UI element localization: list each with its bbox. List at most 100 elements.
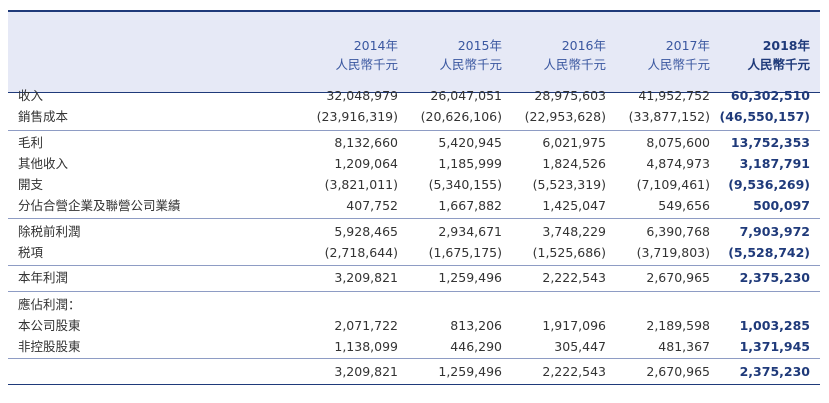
- column-unit: 人民幣千元: [747, 57, 810, 72]
- row-label: 非控股股東: [18, 339, 81, 354]
- cell-value: (20,626,106): [420, 109, 502, 124]
- cell-value: 2,670,965: [646, 364, 710, 379]
- table-row: 其他收入 1,209,064 1,185,999 1,824,526 4,874,973…: [8, 153, 820, 174]
- row-divider: [8, 130, 820, 131]
- cell-value: 5,420,945: [438, 135, 502, 150]
- cell-value: (23,916,319): [316, 109, 398, 124]
- cell-value: 1,209,064: [334, 156, 398, 171]
- table-row: 銷售成本 (23,916,319) (20,626,106) (22,953,628)…: [8, 106, 820, 127]
- table-row: 分佔合營企業及聯營公司業績 407,752 1,667,882 1,425,047 54…: [8, 195, 820, 216]
- cell-value: (5,528,742): [728, 245, 810, 260]
- table-row: 收入 32,048,979 26,047,051 28,975,603 41,952,7…: [8, 85, 820, 106]
- cell-value: 549,656: [658, 198, 710, 213]
- table-row: 非控股股東 1,138,099 446,290 305,447 481,367 1,371…: [8, 336, 820, 357]
- column-year: 2016年: [561, 38, 606, 53]
- row-label: 開支: [18, 177, 44, 192]
- column-year: 2014年: [353, 38, 398, 53]
- column-header-2015: 2015年 人民幣千元: [398, 36, 502, 74]
- row-divider: [8, 384, 820, 385]
- financial-summary-table: 2014年 人民幣千元 2015年 人民幣千元 2016年 人民幣千元 2017…: [8, 10, 820, 388]
- cell-value: 1,185,999: [438, 156, 502, 171]
- row-label: 收入: [18, 88, 44, 103]
- cell-value: 2,222,543: [542, 364, 606, 379]
- row-label: 分佔合營企業及聯營公司業績: [18, 198, 181, 213]
- header-rule: [8, 92, 820, 93]
- cell-value: 8,132,660: [334, 135, 398, 150]
- cell-value: 481,367: [658, 339, 710, 354]
- cell-value: 8,075,600: [646, 135, 710, 150]
- row-label: 應佔利潤：: [18, 297, 81, 312]
- cell-value: 2,189,598: [646, 318, 710, 333]
- cell-value: (33,877,152): [628, 109, 710, 124]
- cell-value: 500,097: [753, 198, 810, 213]
- row-label: 其他收入: [18, 156, 69, 171]
- header-band: [8, 12, 820, 92]
- cell-value: 13,752,353: [730, 135, 810, 150]
- row-label: 税項: [18, 245, 44, 260]
- cell-value: 3,209,821: [334, 364, 398, 379]
- cell-value: 1,917,096: [542, 318, 606, 333]
- cell-value: 28,975,603: [534, 88, 606, 103]
- cell-value: 1,138,099: [334, 339, 398, 354]
- cell-value: 5,928,465: [334, 224, 398, 239]
- cell-value: 2,670,965: [646, 270, 710, 285]
- table-row: 税項 (2,718,644) (1,675,175) (1,525,686) (3,71…: [8, 242, 820, 263]
- cell-value: (46,550,157): [719, 109, 810, 124]
- cell-value: (9,536,269): [728, 177, 810, 192]
- cell-value: 7,903,972: [739, 224, 810, 239]
- cell-value: 1,425,047: [542, 198, 606, 213]
- row-divider: [8, 265, 820, 266]
- cell-value: (1,675,175): [428, 245, 502, 260]
- column-year: 2017年: [665, 38, 710, 53]
- cell-value: 60,302,510: [730, 88, 810, 103]
- cell-value: 407,752: [346, 198, 398, 213]
- column-year: 2018年: [762, 38, 810, 53]
- cell-value: (3,719,803): [636, 245, 710, 260]
- cell-value: 2,222,543: [542, 270, 606, 285]
- cell-value: (2,718,644): [324, 245, 398, 260]
- cell-value: 813,206: [450, 318, 502, 333]
- cell-value: 1,667,882: [438, 198, 502, 213]
- row-label: 毛利: [18, 135, 44, 150]
- cell-value: 305,447: [554, 339, 606, 354]
- cell-value: 2,934,671: [438, 224, 502, 239]
- cell-value: 2,071,722: [334, 318, 398, 333]
- table-row: 本公司股東 2,071,722 813,206 1,917,096 2,189,598 1…: [8, 315, 820, 336]
- cell-value: (1,525,686): [532, 245, 606, 260]
- cell-value: 446,290: [450, 339, 502, 354]
- column-header-2016: 2016年 人民幣千元: [502, 36, 606, 74]
- table-row: 3,209,821 1,259,496 2,222,543 2,670,965 2,37…: [8, 361, 820, 382]
- cell-value: 6,021,975: [542, 135, 606, 150]
- column-unit: 人民幣千元: [543, 57, 606, 72]
- cell-value: 1,003,285: [739, 318, 810, 333]
- row-divider: [8, 291, 820, 292]
- table-row: 應佔利潤：: [8, 294, 820, 315]
- column-unit: 人民幣千元: [647, 57, 710, 72]
- row-divider: [8, 218, 820, 219]
- column-header-2018: 2018年 人民幣千元: [706, 36, 810, 74]
- cell-value: (3,821,011): [324, 177, 398, 192]
- cell-value: (22,953,628): [524, 109, 606, 124]
- cell-value: 41,952,752: [638, 88, 710, 103]
- table-row: 毛利 8,132,660 5,420,945 6,021,975 8,075,600 13…: [8, 132, 820, 153]
- row-label: 除税前利潤: [18, 224, 81, 239]
- cell-value: 4,874,973: [646, 156, 710, 171]
- table-row: 本年利潤 3,209,821 1,259,496 2,222,543 2,670,965…: [8, 267, 820, 288]
- cell-value: 26,047,051: [430, 88, 502, 103]
- cell-value: 3,187,791: [739, 156, 810, 171]
- column-header-2017: 2017年 人民幣千元: [606, 36, 710, 74]
- cell-value: 1,259,496: [438, 364, 502, 379]
- cell-value: 3,209,821: [334, 270, 398, 285]
- cell-value: 3,748,229: [542, 224, 606, 239]
- cell-value: 2,375,230: [739, 364, 810, 379]
- cell-value: 2,375,230: [739, 270, 810, 285]
- row-divider: [8, 358, 820, 359]
- row-label: 本年利潤: [18, 270, 69, 285]
- cell-value: (5,523,319): [532, 177, 606, 192]
- cell-value: (5,340,155): [428, 177, 502, 192]
- cell-value: 6,390,768: [646, 224, 710, 239]
- table-row: 除税前利潤 5,928,465 2,934,671 3,748,229 6,390,76…: [8, 221, 820, 242]
- row-label: 本公司股東: [18, 318, 81, 333]
- top-border: [8, 10, 820, 12]
- cell-value: (7,109,461): [636, 177, 710, 192]
